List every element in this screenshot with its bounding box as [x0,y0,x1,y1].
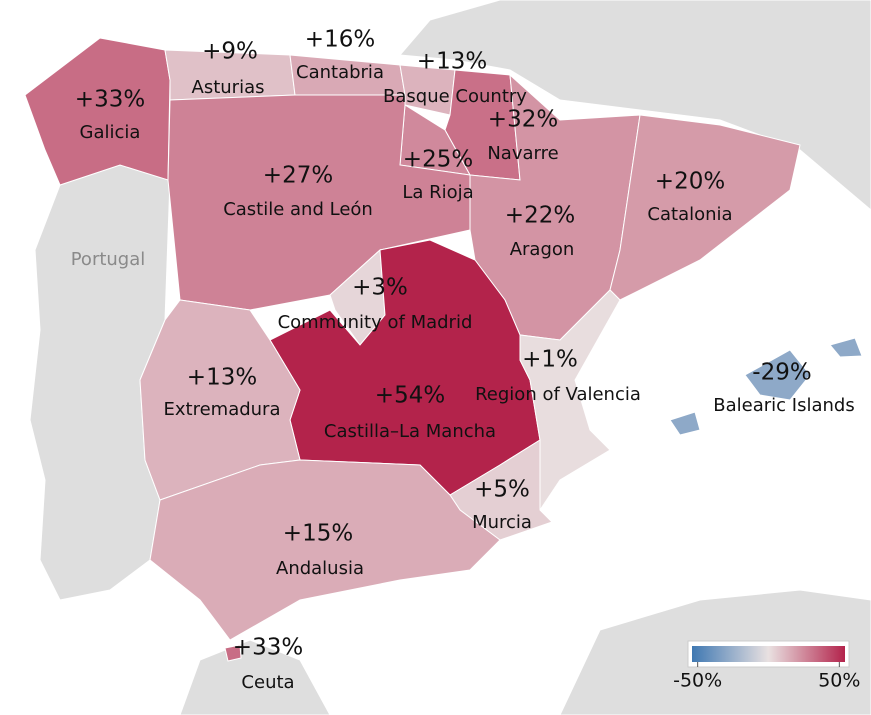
region [399,64,456,116]
value-label: +9% [202,39,258,65]
region-label: Balearic Islands [713,395,854,416]
region-label: Basque Country [383,86,527,107]
value-label: +33% [233,635,303,661]
morocco-land [179,639,331,715]
legend-tick-label: 50% [818,670,860,692]
region-label: Murcia [472,512,532,533]
value-label: +32% [488,107,558,133]
value-label: +25% [403,147,473,173]
region-label: Galicia [80,122,141,143]
region [519,289,621,512]
legend-tick-label: -50% [673,670,722,692]
region [149,459,501,641]
value-label: +1% [522,347,578,373]
legend-bar [692,646,845,662]
region-label: Ceuta [241,672,294,693]
france-land [398,0,871,211]
region-label: Castilla–La Mancha [324,421,496,442]
region [829,337,863,358]
region-label: Cantabria [296,62,384,83]
region-label: Community of Madrid [278,312,473,333]
value-label: +20% [655,169,725,195]
country-label: Portugal [71,249,146,270]
region [609,114,801,301]
region-label: La Rioja [402,182,473,203]
legend: -50% 50% [673,640,860,692]
region-label: Extremadura [164,399,281,420]
value-label: +33% [75,87,145,113]
region-label: Andalusia [276,558,364,579]
region-label: Asturias [192,77,265,98]
region [669,411,701,436]
portugal-land [29,164,171,601]
region [744,349,811,401]
value-label: +15% [283,521,353,547]
regions [24,37,863,662]
value-label: +54% [375,383,445,409]
value-label: +22% [505,203,575,229]
region-label: Castile and León [223,199,373,220]
region-label: Catalonia [647,204,732,225]
region [224,644,242,662]
labels: +33% Galicia +9% Asturias +16% Cantabria +13% B… [75,27,855,694]
value-label: +13% [187,365,257,391]
region-label: Aragon [510,239,575,260]
value-label: -29% [752,360,811,386]
region-label: Region of Valencia [475,384,641,405]
value-label: +3% [352,275,408,301]
value-label: +27% [263,163,333,189]
value-label: +16% [305,27,375,53]
value-label: +13% [417,49,487,75]
value-label: +5% [474,477,530,503]
region-label: Navarre [487,143,558,164]
